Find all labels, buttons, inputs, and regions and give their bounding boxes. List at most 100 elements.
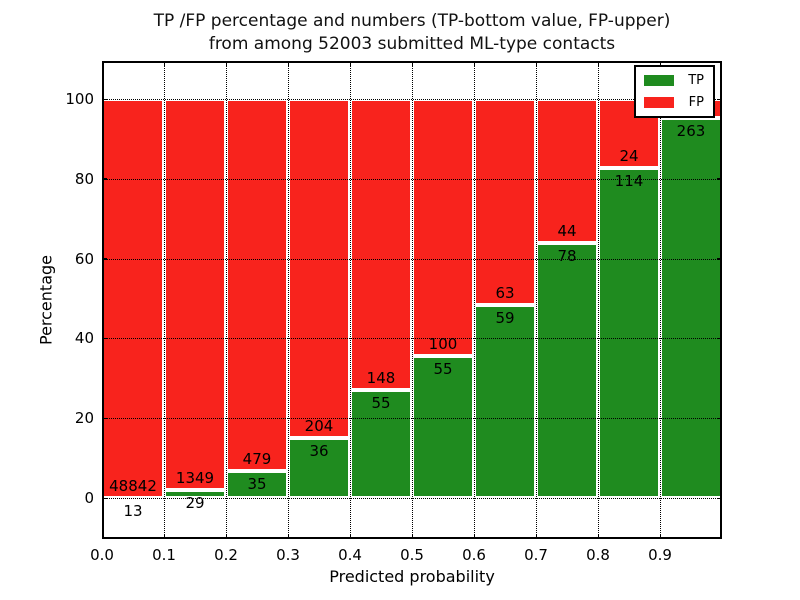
x-tick-mark — [101, 534, 103, 539]
gridline-vertical — [536, 61, 537, 539]
y-tick-mark — [102, 98, 107, 100]
tp-count-label: 55 — [433, 360, 453, 379]
x-tick-mark — [659, 61, 661, 66]
fp-bar-segment — [474, 99, 536, 305]
tp-count-label: 59 — [495, 308, 515, 327]
fp-count-label: 204 — [304, 417, 334, 436]
tp-bar-segment — [660, 117, 722, 498]
fp-legend-swatch-icon — [644, 97, 674, 108]
x-tick-label: 0.8 — [586, 546, 610, 564]
x-tick-mark — [473, 61, 475, 66]
x-tick-mark — [163, 534, 165, 539]
fp-count-label: 48842 — [109, 476, 157, 495]
y-tick-mark — [717, 497, 722, 499]
fp-count-label: 24 — [619, 147, 639, 166]
gridline-vertical — [350, 61, 351, 539]
tp-bar-segment — [412, 356, 474, 498]
plot-area: TP FP 48842 1349 479 204 148 100 63 44 24 13 29 35 3… — [101, 61, 722, 539]
tp-count-label: 55 — [371, 393, 391, 412]
tp-bar-segment — [598, 168, 660, 498]
x-tick-mark — [597, 534, 599, 539]
y-tick-label: 60 — [74, 249, 94, 268]
fp-count-label: 479 — [242, 449, 272, 468]
fp-bar-segment — [350, 99, 412, 390]
fp-bar-segment — [536, 99, 598, 244]
x-tick-label: 0.9 — [648, 546, 672, 564]
tp-count-label: 36 — [309, 442, 329, 461]
fp-count-label: 63 — [495, 283, 515, 302]
x-tick-label: 0.2 — [214, 546, 238, 564]
y-tick-mark — [102, 178, 107, 180]
tp-bar-segment — [350, 389, 412, 498]
x-tick-label: 0.1 — [152, 546, 176, 564]
tp-bar-segment — [288, 438, 350, 498]
tp-bar-segment — [164, 489, 226, 498]
x-tick-label: 0.3 — [276, 546, 300, 564]
tp-count-label: 78 — [557, 247, 577, 266]
y-tick-mark — [717, 178, 722, 180]
tp-count-label: 13 — [123, 501, 143, 520]
x-tick-mark — [659, 534, 661, 539]
x-tick-mark — [163, 61, 165, 66]
x-tick-mark — [411, 534, 413, 539]
y-tick-label: 80 — [74, 169, 94, 188]
gridline-vertical — [288, 61, 289, 539]
x-tick-mark — [535, 534, 537, 539]
y-tick-mark — [102, 417, 107, 420]
fp-bar-segment — [288, 99, 350, 439]
fp-count-label: 1349 — [175, 468, 215, 487]
fp-count-label: 44 — [557, 222, 577, 241]
y-tick-mark — [102, 337, 107, 340]
x-tick-mark — [287, 61, 289, 66]
tp-legend-swatch-icon — [644, 75, 674, 86]
x-tick-mark — [287, 534, 289, 539]
tp-bar-segment — [536, 243, 598, 498]
x-tick-mark — [535, 61, 537, 66]
y-tick-label: 0 — [84, 489, 94, 507]
fp-bar-segment — [164, 99, 226, 490]
x-tick-mark — [597, 61, 599, 66]
fp-bar-segment — [412, 99, 474, 357]
tp-legend-label: TP — [688, 73, 704, 88]
fp-bar-segment — [102, 99, 164, 498]
y-tick-mark — [717, 258, 722, 260]
x-tick-mark — [349, 534, 351, 539]
fp-legend-label: FP — [688, 95, 704, 110]
chart-title: TP /FP percentage and numbers (TP-bottom… — [102, 10, 722, 56]
tp-count-label: 114 — [614, 172, 644, 191]
chart-title-line2: from among 52003 submitted ML-type conta… — [208, 34, 616, 54]
x-tick-mark — [473, 534, 475, 539]
fp-count-label: 148 — [366, 368, 396, 387]
gridline-vertical — [660, 61, 661, 539]
y-tick-mark — [717, 417, 722, 420]
legend-item-tp: TP — [644, 73, 704, 88]
y-tick-mark — [102, 258, 107, 260]
gridline-vertical — [164, 61, 165, 539]
y-axis-label: Percentage — [36, 254, 56, 346]
gridline-vertical — [412, 61, 413, 539]
fp-bar-segment — [226, 99, 288, 471]
y-tick-mark — [717, 98, 722, 100]
x-axis-label: Predicted probability — [329, 567, 495, 586]
x-tick-label: 0.6 — [462, 546, 486, 564]
tp-count-label: 29 — [185, 493, 205, 512]
legend: TP FP — [634, 65, 715, 118]
fp-count-label: 100 — [428, 335, 458, 354]
x-tick-mark — [225, 534, 227, 539]
gridline-vertical — [474, 61, 475, 539]
gridline-vertical — [226, 61, 227, 539]
x-tick-label: 0.4 — [338, 546, 362, 564]
gridline-vertical — [598, 61, 599, 539]
y-tick-mark — [717, 337, 722, 340]
x-tick-label: 0.7 — [524, 546, 548, 564]
y-tick-mark — [102, 497, 107, 499]
x-tick-label: 0.0 — [90, 546, 114, 564]
chart-title-line1: TP /FP percentage and numbers (TP-bottom… — [153, 11, 671, 31]
x-tick-mark — [225, 61, 227, 66]
tp-bar-segment — [474, 304, 536, 498]
x-tick-mark — [101, 61, 103, 66]
y-tick-label: 20 — [74, 409, 94, 428]
x-tick-mark — [411, 61, 413, 66]
legend-item-fp: FP — [644, 95, 704, 110]
